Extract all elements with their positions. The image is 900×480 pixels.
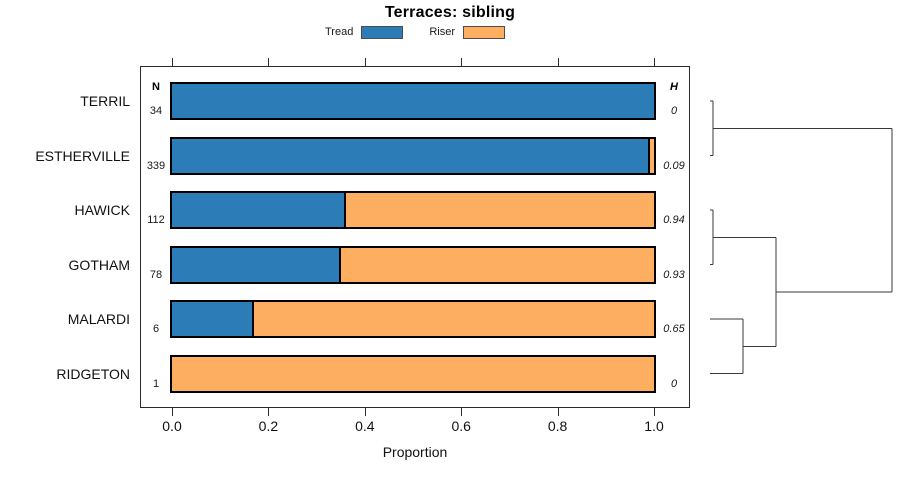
stacked-bar [170,82,656,120]
x-axis-label: Proportion [382,444,448,460]
bar-segment-tread [172,247,339,282]
legend-swatch-riser [463,25,505,39]
bar-segment-tread [172,138,649,173]
axis-tick-top [172,58,173,66]
stacked-bar [170,245,656,284]
h-value: 0.65 [663,323,685,335]
axis-tick-label: 0.0 [162,418,182,434]
bar-segment-riser [338,247,654,282]
axis-tick-label: 0.6 [451,418,471,434]
bar-segment-tread [172,193,345,227]
axis-tick-label: 1.0 [644,418,664,434]
axis-tick-top [461,58,463,66]
axis-tick-label: 0.4 [355,418,375,434]
bar-segment-tread [172,302,253,336]
stacked-bar [170,191,656,229]
axis-tick-label: 0.8 [547,418,568,434]
category-label: RIDGETON [56,365,130,382]
axis-tick-top [654,58,655,66]
legend-label-riser: Riser [429,26,455,38]
axis-tick-bottom [172,408,173,416]
legend-item-tread: Tread [325,25,404,39]
bar-segment-riser [252,302,654,336]
n-value: 1 [152,377,160,390]
legend-swatch-tread [361,25,404,39]
stacked-bar [170,300,656,338]
h-column-header: H [670,81,678,93]
axis-tick-bottom [557,408,559,416]
bar-segment-riser [648,138,654,173]
stacked-bar [170,136,656,175]
h-value: 0.93 [663,268,685,281]
axis-tick-bottom [268,408,270,416]
plot-frame [140,66,690,408]
category-label: TERRIL [80,93,130,109]
n-value: 78 [149,268,163,281]
h-value: 0 [670,377,678,390]
legend-label-tread: Tread [325,26,354,38]
axis-tick-bottom [461,408,463,416]
category-label: GOTHAM [68,256,130,273]
n-value: 6 [152,323,160,335]
axis-tick-bottom [364,408,366,416]
bar-segment-riser [344,193,654,227]
h-value: 0 [670,105,678,117]
category-label: MALARDI [67,311,130,327]
category-label: ESTHERVILLE [35,147,130,164]
axis-tick-top [268,58,270,66]
h-value: 0.09 [663,159,685,172]
axis-tick-top [364,58,366,66]
chart-title: Terraces: sibling [384,4,516,21]
n-column-header: N [152,81,160,93]
axis-tick-top [557,58,559,66]
axis-tick-label: 0.2 [258,418,279,434]
stacked-bar [170,354,656,393]
h-value: 0.94 [663,214,685,226]
legend-item-riser: Riser [429,25,505,39]
category-label: HAWICK [74,202,130,218]
axis-tick-bottom [654,408,655,416]
n-value: 34 [149,105,163,117]
legend: Tread Riser [140,23,690,41]
n-value: 112 [147,214,165,226]
bar-segment-tread [172,84,654,118]
bar-segment-riser [172,356,654,391]
n-value: 339 [146,159,166,172]
